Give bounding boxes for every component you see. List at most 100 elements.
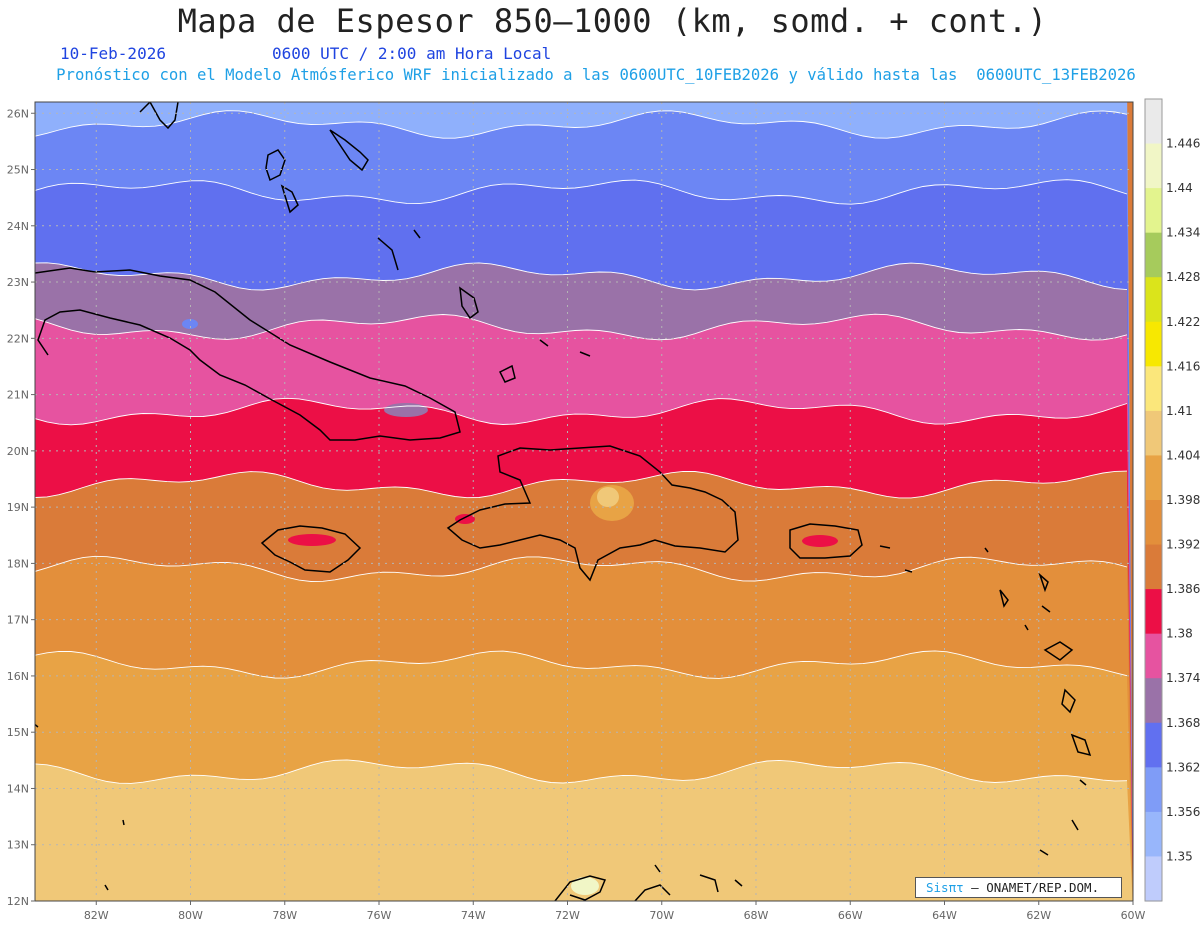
colorbar-swatch bbox=[1145, 856, 1162, 902]
colorbar-label: 1.356 bbox=[1166, 805, 1200, 819]
lon-label: 66W bbox=[838, 909, 863, 922]
jamaica-spot bbox=[288, 534, 336, 546]
map-title: Mapa de Espesor 850—1000 (km, somd. + co… bbox=[177, 2, 1048, 40]
lat-label: 13N bbox=[7, 839, 29, 852]
colorbar-swatch bbox=[1145, 410, 1162, 457]
credit-box: Sisπτ – ONAMET/REP.DOM. bbox=[915, 877, 1122, 898]
lat-label: 23N bbox=[7, 276, 29, 289]
colorbar-swatch bbox=[1145, 143, 1162, 189]
hispaniola-coast bbox=[446, 445, 739, 582]
thickness-bands bbox=[35, 102, 1133, 901]
colorbar-swatch bbox=[1145, 99, 1162, 145]
florida-coast bbox=[139, 102, 179, 130]
colorbar-swatch bbox=[1145, 633, 1162, 679]
forecast-time-line: 10-Feb-2026 0600 UTC / 2:00 am Hora Loca… bbox=[60, 44, 551, 63]
lon-label: 82W bbox=[84, 909, 109, 922]
cuba-coast bbox=[35, 267, 461, 441]
lat-label: 26N bbox=[7, 107, 29, 120]
colorbar-swatch bbox=[1145, 366, 1162, 412]
contour-line bbox=[35, 313, 1128, 341]
lon-label: 64W bbox=[932, 909, 957, 922]
venezuela-spot bbox=[571, 877, 599, 895]
colorbar-label: 1.41 bbox=[1166, 404, 1193, 418]
lat-label: 20N bbox=[7, 445, 29, 458]
colorbar-label: 1.434 bbox=[1166, 226, 1200, 240]
colorbar-swatch bbox=[1145, 188, 1162, 234]
map-frame bbox=[34, 101, 1134, 902]
lat-label: 17N bbox=[7, 614, 29, 627]
colorbar-label: 1.416 bbox=[1166, 359, 1200, 373]
puerto-rico-spot bbox=[802, 535, 838, 547]
longitude-labels: 82W 80W 78W 76W 74W 72W 70W 68W 66W 64W 62W 60W bbox=[84, 901, 1146, 922]
lon-label: 74W bbox=[461, 909, 486, 922]
lon-label: 70W bbox=[649, 909, 674, 922]
colorbar-label: 1.35 bbox=[1166, 849, 1193, 863]
colorbar-label: 1.44 bbox=[1166, 181, 1193, 195]
colorbar-label: 1.446 bbox=[1166, 137, 1200, 151]
colorbar-swatch bbox=[1145, 589, 1162, 635]
colorbar-label: 1.398 bbox=[1166, 493, 1200, 507]
lat-label: 12N bbox=[7, 895, 29, 908]
lon-label: 68W bbox=[744, 909, 769, 922]
colorbar-label: 1.428 bbox=[1166, 270, 1200, 284]
isla-juventud-spot bbox=[182, 319, 198, 329]
colorbar-swatch bbox=[1145, 277, 1162, 323]
lat-label: 16N bbox=[7, 670, 29, 683]
cordillera-peak bbox=[597, 487, 619, 507]
colorbar-swatch bbox=[1145, 811, 1162, 858]
haiti-spot bbox=[455, 514, 475, 524]
colorbar-label: 1.368 bbox=[1166, 716, 1200, 730]
lesser-antilles bbox=[984, 547, 1092, 887]
forecast-time: 0600 UTC / 2:00 am Hora Local bbox=[271, 44, 552, 63]
colorbar-swatch bbox=[1145, 767, 1162, 813]
colorbar-label: 1.386 bbox=[1166, 582, 1200, 596]
lon-label: 80W bbox=[178, 909, 203, 922]
colorbar-label: 1.422 bbox=[1166, 315, 1200, 329]
colorbar-swatch bbox=[1145, 232, 1162, 278]
colorbar-frame bbox=[1144, 98, 1163, 902]
local-thickness-spots bbox=[182, 319, 838, 895]
colorbar-swatch bbox=[1145, 500, 1162, 546]
contour-line bbox=[35, 470, 1128, 499]
colorbar-swatch bbox=[1145, 722, 1162, 768]
lat-label: 22N bbox=[7, 332, 29, 345]
lat-label: 18N bbox=[7, 557, 29, 570]
thickness-band bbox=[35, 759, 1133, 901]
cuba-east-spot bbox=[384, 403, 428, 417]
lon-label: 72W bbox=[555, 909, 580, 922]
colorbar-swatch bbox=[1145, 678, 1162, 724]
jamaica-coast bbox=[260, 525, 362, 573]
colorbar-label: 1.404 bbox=[1166, 448, 1200, 462]
puerto-rico-coast bbox=[789, 523, 913, 573]
lon-label: 76W bbox=[367, 909, 392, 922]
lon-label: 78W bbox=[272, 909, 297, 922]
lon-label: 62W bbox=[1026, 909, 1051, 922]
bahamas-islands bbox=[265, 129, 591, 383]
lat-label: 15N bbox=[7, 726, 29, 739]
model-subtitle: Pronóstico con el Modelo Atmósferico WRF… bbox=[56, 66, 1136, 84]
lat-lon-grid bbox=[35, 102, 1133, 901]
lat-label: 19N bbox=[7, 501, 29, 514]
contour-line bbox=[35, 110, 1128, 139]
colorbar-swatch bbox=[1145, 321, 1162, 367]
contour-line bbox=[35, 759, 1128, 784]
lat-label: 14N bbox=[7, 782, 29, 795]
sispitau-logo: Sisπτ bbox=[926, 880, 964, 895]
colorbar-swatch bbox=[1145, 455, 1162, 501]
colorbar-label: 1.362 bbox=[1166, 760, 1200, 774]
contour-line bbox=[35, 650, 1128, 679]
contour-line bbox=[35, 397, 1128, 426]
forecast-date: 10-Feb-2026 bbox=[60, 44, 166, 63]
lon-label: 60W bbox=[1121, 909, 1146, 922]
lat-label: 25N bbox=[7, 164, 29, 177]
contour-line bbox=[35, 179, 1128, 205]
colorbar: 1.446 1.44 1.434 1.428 1.422 1.416 1.41 1.404 1.… bbox=[1144, 98, 1200, 902]
credit-org: – ONAMET/REP.DOM. bbox=[963, 880, 1100, 895]
colorbar-label: 1.392 bbox=[1166, 538, 1200, 552]
lat-label: 24N bbox=[7, 220, 29, 233]
colorbar-swatch bbox=[1145, 544, 1162, 590]
colorbar-label: 1.374 bbox=[1166, 671, 1200, 685]
latitude-labels: 26N 25N 24N 23N 22N 21N 20N 19N 18N 17N 16N 15N 14N 1… bbox=[7, 107, 35, 908]
lat-label: 21N bbox=[7, 389, 29, 402]
